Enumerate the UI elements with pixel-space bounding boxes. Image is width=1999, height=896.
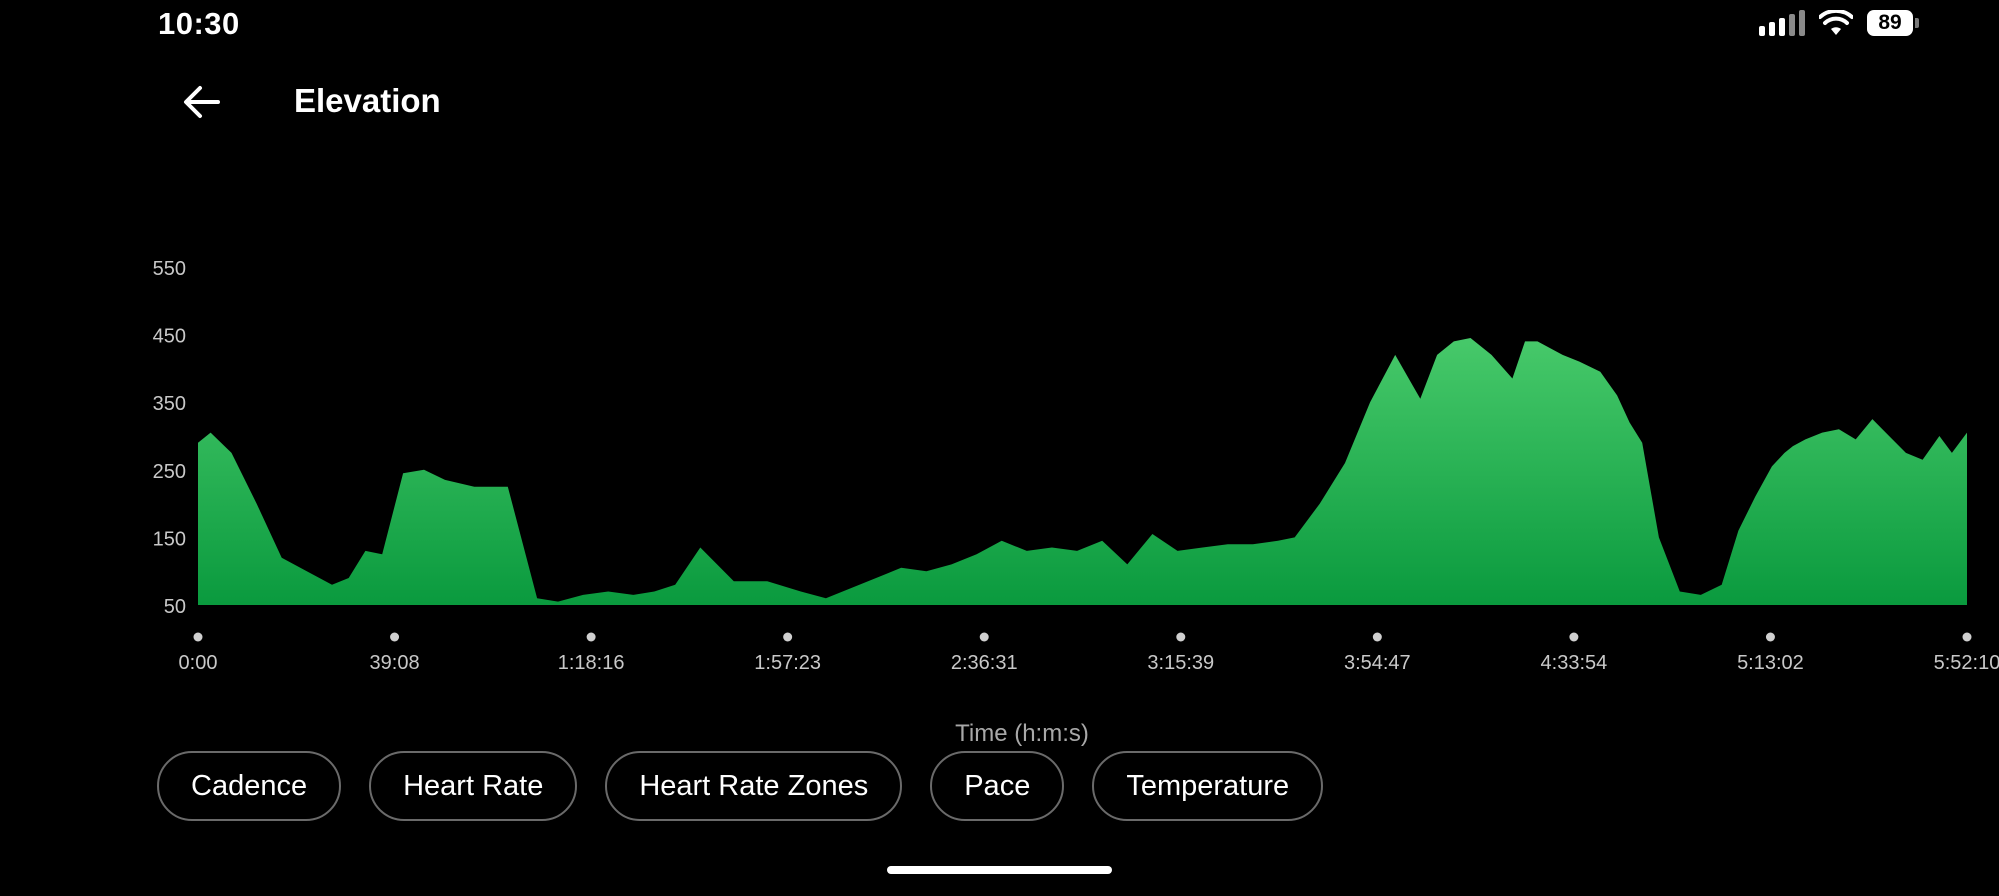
elevation-chart-svg: 550 450 350 250 150 50 0:00 39:08 1:18:16 1:57:23… <box>153 258 1999 674</box>
x-tick-dot <box>193 632 203 642</box>
page-title: Elevation <box>294 82 441 119</box>
x-tick-label: 0:00 <box>179 652 218 674</box>
y-tick-label: 450 <box>153 326 186 348</box>
x-tick-dot <box>1372 632 1382 642</box>
cellular-signal-icon <box>1759 10 1805 36</box>
x-tick-label: 1:57:23 <box>754 652 821 674</box>
x-tick-dot <box>979 632 989 642</box>
y-tick-label: 250 <box>153 461 186 483</box>
chip-pace[interactable]: Pace <box>930 751 1065 821</box>
home-indicator[interactable] <box>887 866 1112 874</box>
y-tick-label: 50 <box>164 596 186 618</box>
x-tick-label: 2:36:31 <box>951 652 1018 674</box>
status-time: 10:30 <box>158 6 240 41</box>
x-tick-label: 1:18:16 <box>558 652 625 674</box>
x-tick-label: 39:08 <box>370 652 420 674</box>
elevation-area <box>198 338 1967 605</box>
chip-heart-rate[interactable]: Heart Rate <box>369 751 578 821</box>
y-tick-label: 150 <box>153 528 186 550</box>
arrow-left-icon <box>184 86 220 118</box>
chip-temperature[interactable]: Temperature <box>1092 751 1324 821</box>
battery-level: 89 <box>1878 11 1902 34</box>
x-tick-dot <box>586 632 596 642</box>
x-tick-dot <box>1765 632 1775 642</box>
x-axis-title: Time (h:m:s) <box>955 720 1089 747</box>
metric-chips: Cadence Heart Rate Heart Rate Zones Pace… <box>157 751 1324 821</box>
x-tick-label: 5:13:02 <box>1737 652 1804 674</box>
battery-icon: 89 <box>1867 10 1919 36</box>
wifi-icon <box>1819 10 1853 35</box>
x-tick-label: 4:33:54 <box>1541 652 1608 674</box>
chip-heart-rate-zones[interactable]: Heart Rate Zones <box>605 751 903 821</box>
x-tick-label: 3:15:39 <box>1147 652 1214 674</box>
x-tick-dot <box>1176 632 1186 642</box>
x-tick-label: 5:52:10 <box>1934 652 1999 674</box>
x-tick-label: 3:54:47 <box>1344 652 1411 674</box>
y-tick-label: 550 <box>153 258 186 280</box>
status-icons: 89 <box>1759 10 1919 36</box>
elevation-chart: 550 450 350 250 150 50 0:00 39:08 1:18:16 1:57:23… <box>153 258 1999 674</box>
x-tick-dot <box>1962 632 1972 642</box>
x-tick-dot <box>1569 632 1579 642</box>
x-tick-dot <box>783 632 793 642</box>
y-tick-label: 350 <box>153 393 186 415</box>
chip-cadence[interactable]: Cadence <box>157 751 342 821</box>
x-tick-dot <box>390 632 400 642</box>
back-button[interactable] <box>176 80 228 124</box>
